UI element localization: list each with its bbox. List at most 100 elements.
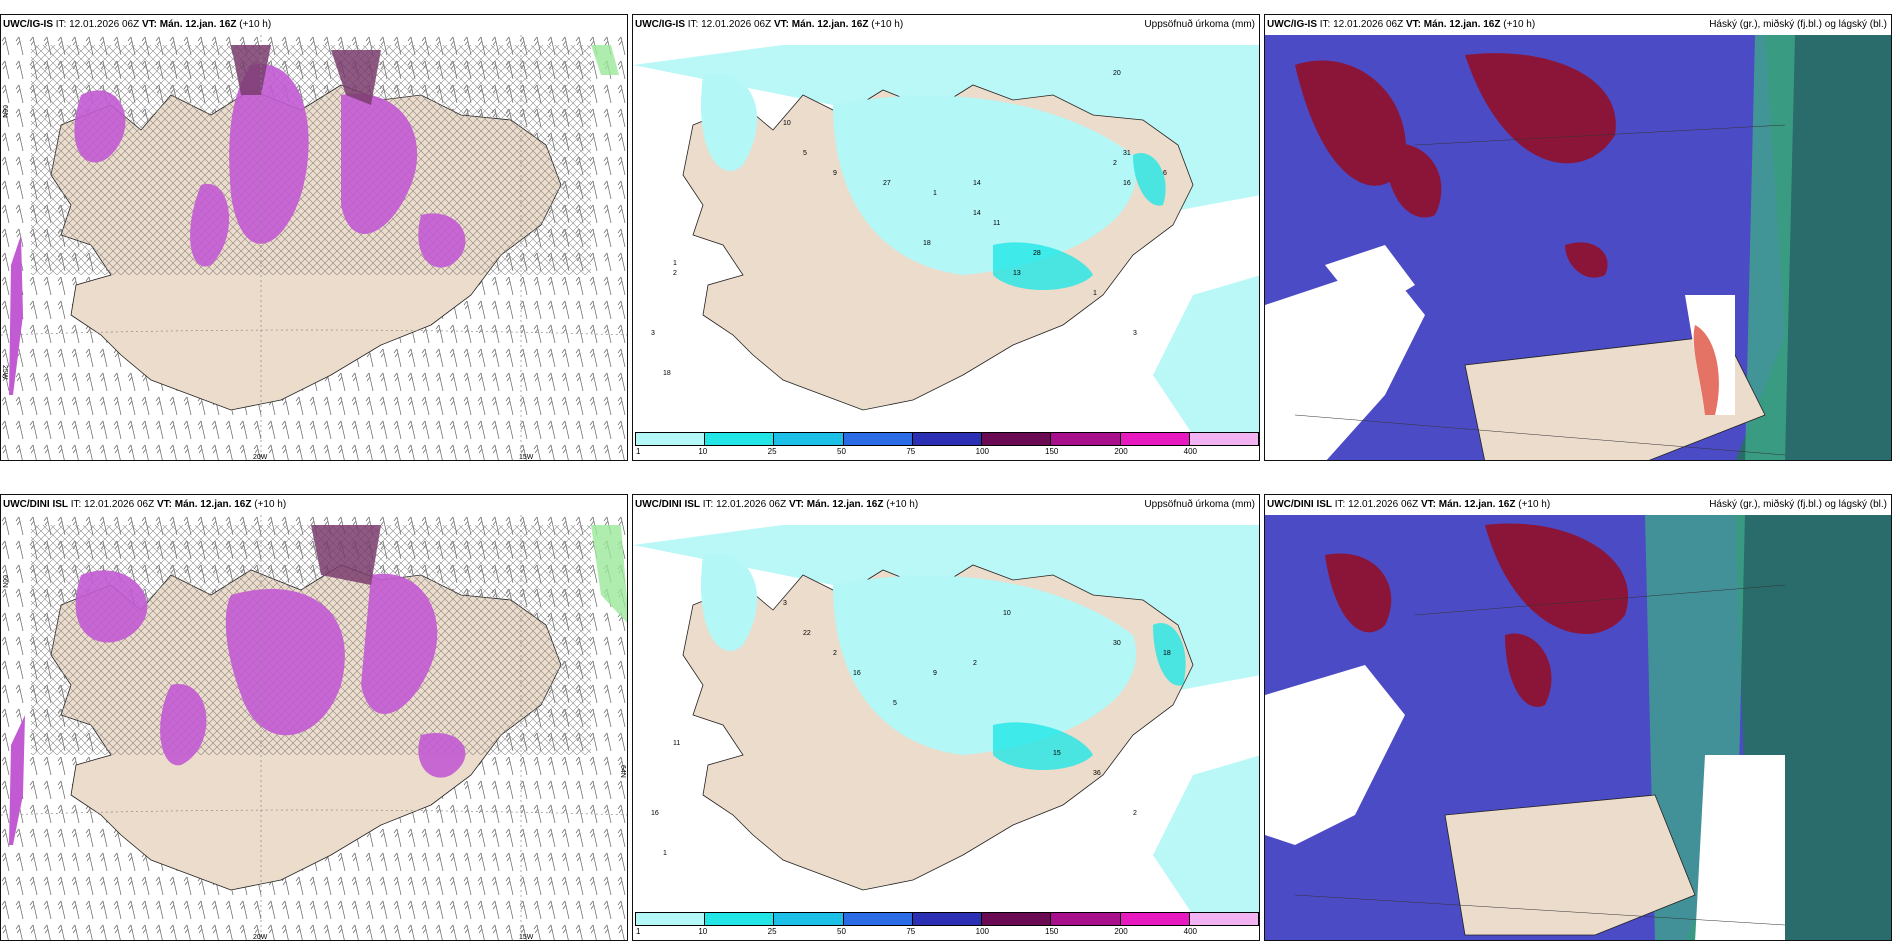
precip-value-label: 18 [1163,650,1171,657]
model-name: UWC/IG-IS [3,19,53,30]
precip-color-scale: 1 10 25 50 75 100 150 200 400 [635,912,1259,938]
precip-value-label: 14 [973,210,981,217]
init-time: IT: 12.01.2026 06Z [687,19,772,30]
panel-title: Uppsöfnuð úrkoma (mm) [1144,19,1255,30]
precip-value-label: 2 [673,270,677,277]
precip-value-label: 13 [1013,270,1021,277]
scale-swatch [1051,913,1121,925]
precip-value-label: 1 [663,850,667,857]
scale-swatch [1051,433,1121,445]
scale-swatch [912,433,983,445]
map-accum-precip[interactable]: 1 2 2 5 16 10 15 11 9 30 36 16 22 18 2 3 [633,515,1259,940]
precip-value-label: 9 [933,670,937,677]
scale-swatch [1189,433,1258,445]
axis-lon-25w: 25W [1,365,8,380]
scale-tick-label: 25 [767,447,777,456]
precip-color-scale: 1 10 25 50 75 100 150 200 400 [635,432,1259,458]
scale-tick-label: 10 [698,447,708,456]
scale-tick-label: 75 [906,447,916,456]
map-precip-type[interactable]: 20W 15W 66N 64N [1,515,627,941]
precip-value-label: 22 [803,630,811,637]
map-precip-type[interactable]: 20W 15W 66N 25W [1,35,627,461]
model-name: UWC/IG-IS [635,19,685,30]
init-time: IT: 12.01.2026 06Z [1319,19,1404,30]
precip-value-label: 1 [1093,290,1097,297]
precip-value-label: 28 [1033,250,1041,257]
map-cloud-cover[interactable] [1265,515,1891,940]
scale-swatch [774,433,844,445]
scale-tick-label: 25 [767,927,777,936]
panel-header: UWC/IG-IS IT: 12.01.2026 06Z VT: Mán. 12… [633,15,1259,35]
lead-time: (+10 h) [254,499,287,510]
panel-title: Háský (gr.), miðský (fj.bl.) og lágský (… [1709,19,1887,30]
scale-swatch [1189,913,1258,925]
init-time: IT: 12.01.2026 06Z [70,499,155,510]
lead-time: (+10 h) [239,19,272,30]
axis-lon-15w: 15W [519,454,534,461]
model-name: UWC/IG-IS [1267,19,1317,30]
precip-value-label: 1 [933,190,937,197]
precip-value-label: 5 [803,150,807,157]
precip-value-label: 3 [1133,330,1137,337]
scale-tick-label: 150 [1045,447,1059,456]
precip-value-label: 2 [1113,160,1117,167]
map-accum-precip[interactable]: 1 1 2 1 3 5 6 9 10 14 13 11 27 31 28 2 18 16 20 18 14 3 [633,35,1259,460]
precip-value-label: 10 [1003,610,1011,617]
precip-value-label: 3 [783,600,787,607]
scale-tick-label: 400 [1183,447,1198,456]
precip-value-label: 16 [1123,180,1131,187]
scale-tick-label: 50 [837,927,846,936]
scale-swatch [843,433,913,445]
panel-header: UWC/DINI ISL IT: 12.01.2026 06Z VT: Mán.… [1,495,627,515]
panel-title: Háský (gr.), miðský (fj.bl.) og lágský (… [1709,499,1887,510]
precip-value-label: 14 [973,180,981,187]
scale-swatch [843,913,913,925]
precip-value-label: 16 [853,670,861,677]
scale-swatch [636,433,706,445]
precip-value-label: 31 [1123,150,1131,157]
scale-swatch [982,433,1052,445]
lead-time: (+10 h) [1503,19,1536,30]
axis-lat-64n: 64N [619,765,626,778]
precip-value-label: 30 [1113,640,1121,647]
model-name: UWC/DINI ISL [635,499,700,510]
panel-title: Uppsöfnuð úrkoma (mm) [1144,499,1255,510]
model-name: UWC/DINI ISL [1267,499,1332,510]
panel-ig-is-precip-type: UWC/IG-IS IT: 12.01.2026 06Z VT: Mán. 12… [0,14,628,461]
precip-value-label: 11 [993,220,1000,227]
scale-swatch [1120,913,1190,925]
scale-tick-label: 200 [1114,927,1128,936]
scale-tick-label: 75 [906,927,916,936]
init-time: IT: 12.01.2026 06Z [1334,499,1419,510]
precip-value-label: 20 [1113,70,1121,77]
precip-value-label: 2 [973,660,977,667]
panel-dini-isl-accum-precip: UWC/DINI ISL IT: 12.01.2026 06Z VT: Mán.… [632,494,1260,941]
panel-header: UWC/IG-IS IT: 12.01.2026 06Z VT: Mán. 12… [1265,15,1891,35]
init-time: IT: 12.01.2026 06Z [55,19,140,30]
axis-lat-66n: 66N [1,575,8,588]
precip-value-label: 9 [833,170,837,177]
map-cloud-cover[interactable] [1265,35,1891,460]
lead-time: (+10 h) [871,19,904,30]
precip-value-label: 2 [833,650,837,657]
panel-header: UWC/DINI ISL IT: 12.01.2026 06Z VT: Mán.… [633,495,1259,515]
scale-tick-label: 10 [698,927,708,936]
precip-value-label: 5 [893,700,897,707]
precip-value-label: 3 [651,330,655,337]
panel-header: UWC/IG-IS IT: 12.01.2026 06Z VT: Mán. 12… [1,15,627,35]
panel-ig-is-cloud-cover: UWC/IG-IS IT: 12.01.2026 06Z VT: Mán. 12… [1264,14,1892,461]
panel-dini-isl-cloud-cover: UWC/DINI ISL IT: 12.01.2026 06Z VT: Mán.… [1264,494,1892,941]
valid-time: VT: Mán. 12.jan. 16Z [1420,499,1516,510]
precip-value-label: 11 [673,740,680,747]
panel-ig-is-accum-precip: UWC/IG-IS IT: 12.01.2026 06Z VT: Mán. 12… [632,14,1260,461]
precip-value-label: 16 [651,810,659,817]
scale-swatch [705,913,775,925]
axis-lon-15w: 15W [519,934,534,941]
model-name: UWC/DINI ISL [3,499,68,510]
scale-swatch [912,913,983,925]
lead-time: (+10 h) [1518,499,1551,510]
scale-swatch [636,913,706,925]
precip-value-label: 2 [1133,810,1137,817]
valid-time: VT: Mán. 12.jan. 16Z [788,499,884,510]
precip-value-label: 10 [783,120,791,127]
